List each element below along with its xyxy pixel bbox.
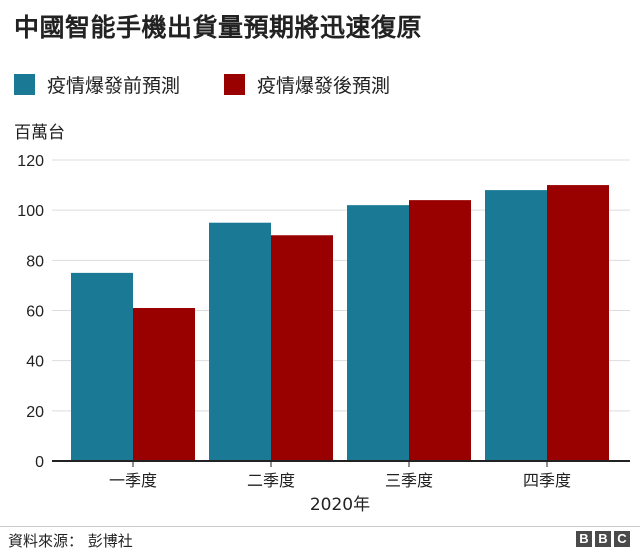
x-tick-label-4: 四季度 — [523, 471, 571, 490]
x-axis-title: 2020年 — [310, 495, 370, 515]
bar-before-3 — [347, 205, 409, 461]
y-tick-label-20: 20 — [26, 404, 44, 421]
bbc-logo: B B C — [573, 531, 630, 547]
bbc-logo-block-2: B — [595, 531, 611, 547]
x-tick-label-3: 三季度 — [385, 471, 433, 490]
bar-after-4 — [547, 185, 609, 462]
source-credit: 資料來源： 彭博社 — [8, 532, 133, 550]
legend-swatch-after — [224, 73, 246, 95]
bar-after-3 — [409, 200, 471, 461]
legend-item-after: 疫情爆發後預測 — [224, 71, 390, 98]
legend-label-after: 疫情爆發後預測 — [257, 74, 391, 97]
bar-after-1 — [133, 307, 195, 461]
bar-before-1 — [71, 272, 133, 461]
x-tick-label-1: 一季度 — [109, 471, 157, 490]
legend-label-before: 疫情爆發前預測 — [47, 74, 181, 97]
legend-swatch-before — [14, 73, 35, 95]
y-axis-unit-label: 百萬台 — [14, 123, 65, 143]
y-tick-label-80: 80 — [26, 253, 44, 270]
bar-before-4 — [485, 190, 547, 461]
footer-divider — [0, 526, 640, 527]
bar-before-2 — [209, 222, 271, 461]
chart-legend: 疫情爆發前預測 疫情爆發後預測 — [14, 70, 434, 98]
y-tick-label-120: 120 — [17, 153, 44, 170]
bar-chart: 0 20 40 60 80 100 120 一季度 二季度 三季度 四季度 2020年 — [17, 153, 630, 515]
y-tick-label-40: 40 — [26, 354, 44, 371]
y-tick-label-60: 60 — [26, 304, 44, 321]
bar-after-2 — [271, 235, 333, 461]
y-tick-label-0: 0 — [35, 454, 44, 471]
chart-title: 中國智能手機出貨量預期將迅速復原 — [14, 13, 423, 42]
y-tick-label-100: 100 — [17, 203, 44, 220]
bbc-logo-block-3: C — [614, 531, 630, 547]
bbc-logo-block-1: B — [576, 531, 592, 547]
legend-item-before: 疫情爆發前預測 — [14, 71, 180, 98]
x-tick-label-2: 二季度 — [247, 471, 295, 490]
